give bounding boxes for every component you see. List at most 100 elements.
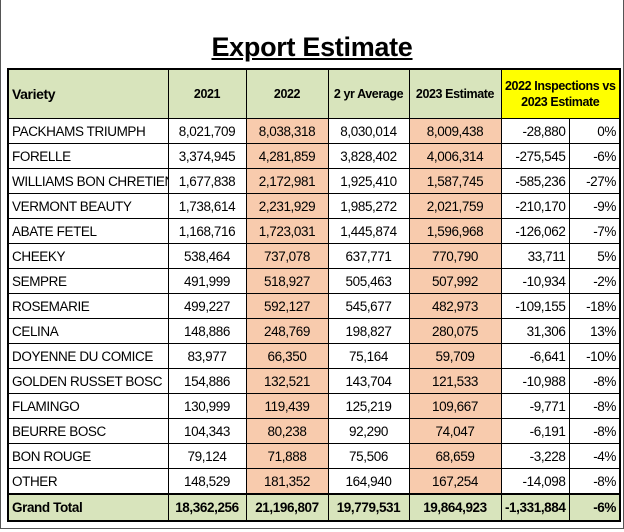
cell: 482,973 bbox=[408, 293, 502, 319]
cell: -8% bbox=[568, 418, 621, 444]
cell: 18,362,256 bbox=[167, 493, 247, 522]
cell: -1,331,884 bbox=[500, 493, 570, 522]
cell: 1,445,874 bbox=[327, 218, 410, 244]
header-cell: Variety bbox=[7, 68, 169, 119]
cell: 198,827 bbox=[327, 318, 410, 344]
cell: -585,236 bbox=[500, 168, 570, 194]
cell: Grand Total bbox=[7, 493, 169, 522]
cell: -27% bbox=[568, 168, 621, 194]
data-row: BON ROUGE 79,124 71,888 75,506 68,659 -3,228-… bbox=[7, 443, 621, 469]
cell: 8,030,014 bbox=[327, 118, 410, 144]
cell: OTHER bbox=[7, 468, 169, 495]
cell: -9,771 bbox=[500, 393, 570, 419]
data-row: BEURRE BOSC 104,343 80,238 92,290 74,047 -6,1… bbox=[7, 418, 621, 444]
cell: -6% bbox=[568, 493, 621, 522]
cell: 19,779,531 bbox=[327, 493, 410, 522]
cell: BON ROUGE bbox=[7, 443, 169, 469]
cell: -7% bbox=[568, 218, 621, 244]
cell: 248,769 bbox=[245, 318, 329, 344]
cell: 5% bbox=[568, 243, 621, 269]
header-cell: 2 yr Average bbox=[327, 68, 410, 119]
cell: 71,888 bbox=[245, 443, 329, 469]
cell: -10% bbox=[568, 343, 621, 369]
cell: 3,374,945 bbox=[167, 143, 247, 169]
cell: 66,350 bbox=[245, 343, 329, 369]
cell: WILLIAMS BON CHRETIEN bbox=[7, 168, 169, 194]
cell: 592,127 bbox=[245, 293, 329, 319]
cell: 737,078 bbox=[245, 243, 329, 269]
data-row: FORELLE 3,374,945 4,281,859 3,828,402 4,006,… bbox=[7, 143, 621, 169]
cell: GOLDEN RUSSET BOSC bbox=[7, 368, 169, 394]
cell: -28,880 bbox=[500, 118, 570, 144]
cell: -4% bbox=[568, 443, 621, 469]
cell: 518,927 bbox=[245, 268, 329, 294]
cell: CELINA bbox=[7, 318, 169, 344]
cell: DOYENNE DU COMICE bbox=[7, 343, 169, 369]
export-table: Variety 2021 2022 2 yr Average 2023 Estimate… bbox=[7, 68, 621, 522]
cell: 8,009,438 bbox=[408, 118, 502, 144]
cell: 33,711 bbox=[500, 243, 570, 269]
data-row: ROSEMARIE 499,227 592,127 545,677 482,973 -10… bbox=[7, 293, 621, 319]
cell: 59,709 bbox=[408, 343, 502, 369]
cell: 19,864,923 bbox=[408, 493, 502, 522]
data-row: GOLDEN RUSSET BOSC 154,886 132,521 143,704 1… bbox=[7, 368, 621, 394]
cell: -14,098 bbox=[500, 468, 570, 495]
cell: 1,587,745 bbox=[408, 168, 502, 194]
header-row: Variety 2021 2022 2 yr Average 2023 Estimate… bbox=[7, 68, 621, 119]
cell: 2,231,929 bbox=[245, 193, 329, 219]
cell: 31,306 bbox=[500, 318, 570, 344]
cell: 75,506 bbox=[327, 443, 410, 469]
cell: 154,886 bbox=[167, 368, 247, 394]
cell: 505,463 bbox=[327, 268, 410, 294]
cell: 130,999 bbox=[167, 393, 247, 419]
cell: FLAMINGO bbox=[7, 393, 169, 419]
cell: 68,659 bbox=[408, 443, 502, 469]
cell: 109,667 bbox=[408, 393, 502, 419]
cell: 92,290 bbox=[327, 418, 410, 444]
cell: 181,352 bbox=[245, 468, 329, 495]
cell: 491,999 bbox=[167, 268, 247, 294]
cell: 148,529 bbox=[167, 468, 247, 495]
cell: -18% bbox=[568, 293, 621, 319]
cell: 545,677 bbox=[327, 293, 410, 319]
data-row: CHEEKY 538,464 737,078 637,771 770,790 33,711… bbox=[7, 243, 621, 269]
cell: 21,196,807 bbox=[245, 493, 329, 522]
cell: 164,940 bbox=[327, 468, 410, 495]
cell: PACKHAMS TRIUMPH bbox=[7, 118, 169, 144]
cell: -126,062 bbox=[500, 218, 570, 244]
cell: 1,677,838 bbox=[167, 168, 247, 194]
cell: 74,047 bbox=[408, 418, 502, 444]
cell: -2% bbox=[568, 268, 621, 294]
cell: 3,828,402 bbox=[327, 143, 410, 169]
cell: 8,021,709 bbox=[167, 118, 247, 144]
table-body: PACKHAMS TRIUMPH 8,021,709 8,038,318 8,030,… bbox=[7, 118, 621, 522]
cell: 280,075 bbox=[408, 318, 502, 344]
cell: CHEEKY bbox=[7, 243, 169, 269]
cell: -275,545 bbox=[500, 143, 570, 169]
cell: 80,238 bbox=[245, 418, 329, 444]
cell: 1,985,272 bbox=[327, 193, 410, 219]
cell: 125,219 bbox=[327, 393, 410, 419]
cell: ROSEMARIE bbox=[7, 293, 169, 319]
cell: 1,723,031 bbox=[245, 218, 329, 244]
cell: -3,228 bbox=[500, 443, 570, 469]
cell: 1,168,716 bbox=[167, 218, 247, 244]
data-row: ABATE FETEL 1,168,716 1,723,031 1,445,874 1,… bbox=[7, 218, 621, 244]
cell: 1,596,968 bbox=[408, 218, 502, 244]
data-row: WILLIAMS BON CHRETIEN 1,677,838 2,172,981 1… bbox=[7, 168, 621, 194]
data-row: DOYENNE DU COMICE 83,977 66,350 75,164 59,70… bbox=[7, 343, 621, 369]
cell: -109,155 bbox=[500, 293, 570, 319]
header-cell: 2023 Estimate bbox=[408, 68, 502, 119]
cell: 75,164 bbox=[327, 343, 410, 369]
cell: 1,738,614 bbox=[167, 193, 247, 219]
title: Export Estimate bbox=[211, 32, 413, 62]
cell: 507,992 bbox=[408, 268, 502, 294]
header-cell: 2022 bbox=[245, 68, 329, 119]
data-row: CELINA 148,886 248,769 198,827 280,075 31,306… bbox=[7, 318, 621, 344]
cell: 13% bbox=[568, 318, 621, 344]
cell: ABATE FETEL bbox=[7, 218, 169, 244]
cell: 637,771 bbox=[327, 243, 410, 269]
cell: 119,439 bbox=[245, 393, 329, 419]
cell: 499,227 bbox=[167, 293, 247, 319]
